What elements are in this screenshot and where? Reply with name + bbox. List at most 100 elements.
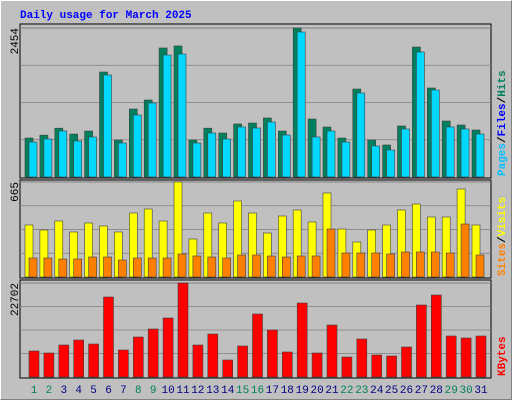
bar — [341, 141, 351, 178]
bar — [237, 345, 248, 378]
bar — [177, 53, 187, 178]
bar — [445, 126, 455, 178]
bar — [162, 54, 172, 178]
bar — [460, 337, 472, 378]
bar — [416, 251, 425, 278]
bar — [296, 302, 308, 378]
x-tick-label: 14 — [221, 385, 235, 397]
bar — [371, 145, 381, 178]
bar — [103, 256, 112, 278]
bar — [222, 138, 231, 178]
x-tick-label: 26 — [400, 385, 413, 397]
legend-separator: / — [497, 96, 509, 103]
chart-title: Daily usage for March 2025 — [20, 10, 192, 22]
x-tick-label: 5 — [90, 385, 97, 397]
bar — [401, 251, 410, 278]
bar — [237, 254, 246, 278]
y-max-label: 22702 — [10, 283, 22, 316]
x-tick-label: 10 — [161, 385, 174, 397]
y-max-label: 2454 — [10, 28, 22, 55]
bar — [207, 333, 219, 378]
bar — [416, 51, 425, 178]
x-tick-label: 27 — [415, 385, 428, 397]
x-tick-label: 7 — [120, 385, 127, 397]
bar — [103, 296, 114, 378]
legend: Pages/Files/Hits — [497, 70, 509, 176]
bar — [58, 258, 68, 278]
bar — [177, 282, 189, 378]
bar — [177, 253, 187, 278]
bar — [133, 114, 142, 178]
bar — [118, 142, 127, 178]
bar — [222, 257, 231, 278]
bar — [162, 317, 174, 378]
bar — [386, 253, 395, 278]
bar — [28, 257, 38, 278]
bar — [311, 136, 321, 178]
x-tick-label: 25 — [385, 385, 398, 397]
bar — [371, 354, 383, 378]
bar — [371, 252, 381, 278]
legend: Sites/Visits — [497, 197, 509, 276]
x-tick-label: 29 — [445, 385, 458, 397]
bar — [267, 121, 276, 178]
bar — [475, 254, 485, 278]
bar — [147, 328, 159, 378]
x-tick-label: 11 — [176, 385, 190, 397]
x-tick-label: 6 — [105, 385, 112, 397]
bar — [252, 127, 261, 178]
x-tick-label: 17 — [266, 385, 279, 397]
bar — [267, 255, 276, 278]
bar — [147, 257, 157, 278]
bar — [118, 259, 127, 278]
bar — [73, 339, 84, 378]
bar — [103, 74, 112, 178]
legend-entry: Hits — [497, 70, 509, 96]
legend-entry: Pages — [497, 143, 509, 176]
bar — [430, 294, 442, 378]
bar — [475, 133, 485, 178]
x-tick-label: 21 — [325, 385, 339, 397]
x-tick-label: 15 — [236, 385, 249, 397]
x-tick-label: 9 — [150, 385, 157, 397]
x-tick-label: 12 — [191, 385, 204, 397]
bar — [43, 257, 53, 278]
bar — [475, 335, 487, 378]
bar — [88, 343, 99, 378]
x-tick-label: 16 — [251, 385, 264, 397]
bar — [401, 346, 412, 378]
legend-entry: Files — [497, 103, 509, 136]
legend: KBytes — [497, 336, 509, 376]
bar — [326, 130, 336, 178]
legend-separator: / — [497, 236, 509, 243]
legend-separator: / — [497, 136, 509, 143]
bar — [192, 142, 202, 178]
bar — [192, 255, 202, 278]
legend-entry: Visits — [497, 197, 509, 237]
bar — [222, 359, 233, 378]
bar — [281, 351, 293, 378]
bar — [58, 344, 70, 378]
bar — [28, 141, 38, 178]
y-max-label: 665 — [10, 182, 22, 202]
bar — [43, 138, 53, 178]
bar — [252, 313, 263, 378]
bar — [281, 256, 291, 278]
bar — [445, 252, 455, 278]
bar — [326, 228, 336, 278]
bar — [445, 335, 457, 378]
bar — [88, 256, 97, 278]
x-tick-label: 20 — [310, 385, 323, 397]
bar — [311, 255, 321, 278]
bar — [192, 344, 204, 378]
bar — [386, 355, 397, 378]
bar — [326, 324, 338, 378]
bar — [237, 126, 246, 178]
bar — [401, 128, 410, 178]
x-tick-label: 1 — [31, 385, 38, 397]
bar — [356, 92, 366, 178]
bar — [207, 132, 217, 178]
x-tick-label: 18 — [281, 385, 294, 397]
